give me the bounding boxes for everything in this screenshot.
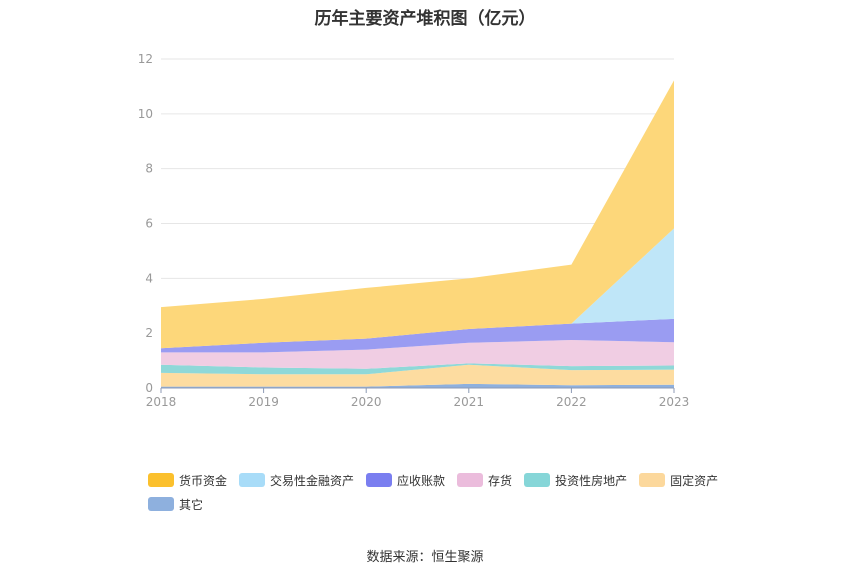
legend-swatch	[148, 473, 174, 487]
legend-swatch	[639, 473, 666, 487]
legend-swatch	[524, 473, 551, 487]
legend-item-0[interactable]: 货币资金	[148, 472, 227, 488]
legend-swatch	[457, 473, 484, 487]
legend-item-4[interactable]: 投资性房地产	[524, 472, 627, 488]
area-series-6	[161, 80, 674, 349]
legend-label: 投资性房地产	[555, 473, 628, 488]
legend-item-5[interactable]: 固定资产	[639, 472, 718, 488]
x-tick-label-2019: 2019	[248, 395, 279, 409]
source-note: 数据来源：恒生聚源	[366, 550, 484, 565]
legend-item-2[interactable]: 应收账款	[366, 472, 445, 488]
area-series-2	[161, 363, 674, 375]
area-series-1	[161, 364, 674, 387]
y-tick-label-6: 6	[145, 217, 153, 231]
legend-label: 其它	[179, 497, 204, 512]
legend-label: 应收账款	[397, 473, 446, 488]
x-tick-label-2022: 2022	[556, 395, 587, 409]
legend-swatch	[148, 497, 174, 511]
legend-swatch	[366, 473, 393, 487]
area-series-4	[161, 318, 674, 353]
y-tick-label-0: 0	[145, 381, 153, 395]
y-tick-label-4: 4	[145, 271, 153, 285]
chart-title: 历年主要资产堆积图（亿元）	[314, 9, 536, 29]
y-tick-label-2: 2	[145, 326, 153, 340]
y-tick-label-12: 12	[138, 52, 153, 66]
x-tick-label-2021: 2021	[454, 395, 485, 409]
legend-item-3[interactable]: 存货	[457, 472, 512, 488]
x-tick-label-2023: 2023	[659, 395, 690, 409]
legend-label: 货币资金	[179, 473, 228, 488]
y-tick-label-10: 10	[138, 107, 153, 121]
legend: 货币资金 交易性金融资产 应收账款 存货 投资性房地产 固定资产其它	[148, 472, 748, 520]
legend-swatch	[239, 473, 266, 487]
x-tick-label-2018: 2018	[146, 395, 177, 409]
area-series-3	[161, 340, 674, 369]
legend-label: 交易性金融资产	[270, 473, 355, 488]
legend-item-1[interactable]: 交易性金融资产	[239, 472, 354, 488]
y-tick-label-8: 8	[145, 162, 153, 176]
area-series-0	[161, 383, 674, 388]
legend-item-6[interactable]: 其它	[148, 496, 203, 512]
x-tick-label-2020: 2020	[351, 395, 382, 409]
legend-label: 固定资产	[670, 473, 719, 488]
legend-label: 存货	[488, 473, 513, 488]
